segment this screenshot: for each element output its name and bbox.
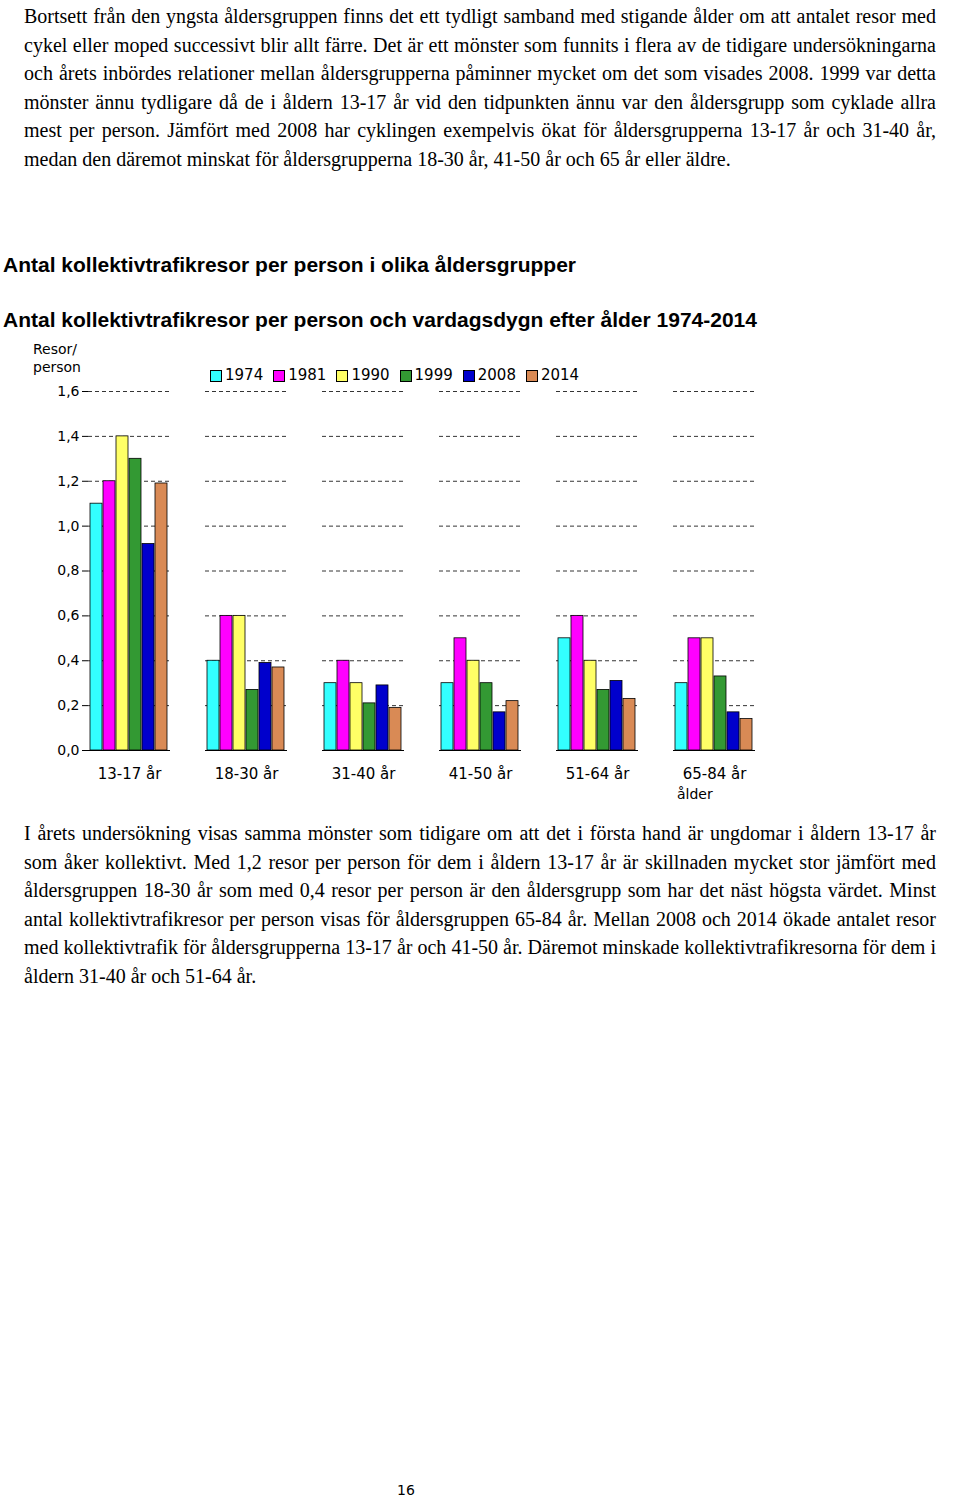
svg-text:1,4: 1,4 bbox=[57, 428, 79, 444]
svg-text:1,0: 1,0 bbox=[57, 518, 79, 534]
html-text:Antal kollektivtrafikresor per: Antal kollektivtrafikresor per person i … bbox=[3, 253, 576, 276]
html-text:1974: 1974 bbox=[225, 366, 264, 384]
html-text:2008: 2008 bbox=[477, 366, 516, 384]
svg-text:51-64 år: 51-64 år bbox=[566, 765, 631, 783]
svg-text:31-40 år: 31-40 år bbox=[332, 765, 397, 783]
html-text:ålder: ålder bbox=[677, 786, 713, 802]
svg-text:13-17 år: 13-17 år bbox=[98, 765, 163, 783]
html-text:2014: 2014 bbox=[540, 366, 580, 384]
html-text:16: 16 bbox=[397, 1482, 415, 1498]
svg-text:0,4: 0,4 bbox=[57, 652, 79, 668]
html-text:Bortsett från den yngsta ålder: Bortsett från den yngsta åldersgruppen f… bbox=[24, 5, 936, 170]
svg-text:0,6: 0,6 bbox=[57, 607, 79, 623]
html-text:1981: 1981 bbox=[288, 366, 327, 384]
svg-text:1,6: 1,6 bbox=[57, 383, 79, 399]
html-text:Antal kollektivtrafikresor per: Antal kollektivtrafikresor per person oc… bbox=[3, 308, 757, 331]
svg-text:18-30 år: 18-30 år bbox=[215, 765, 280, 783]
html-text:Resor/ person: Resor/ person bbox=[33, 341, 81, 375]
svg-text:65-84 år: 65-84 år bbox=[683, 765, 748, 783]
html-text:1999: 1999 bbox=[414, 366, 453, 384]
svg-text:0,0: 0,0 bbox=[57, 742, 79, 758]
html-text:I årets undersökning visas sam: I årets undersökning visas samma mönster… bbox=[24, 822, 936, 987]
html-text:1990: 1990 bbox=[351, 366, 390, 384]
svg-text:41-50 år: 41-50 år bbox=[449, 765, 514, 783]
svg-text:0,8: 0,8 bbox=[57, 562, 79, 578]
svg-text:0,2: 0,2 bbox=[57, 697, 79, 713]
svg-text:1,2: 1,2 bbox=[57, 473, 79, 489]
